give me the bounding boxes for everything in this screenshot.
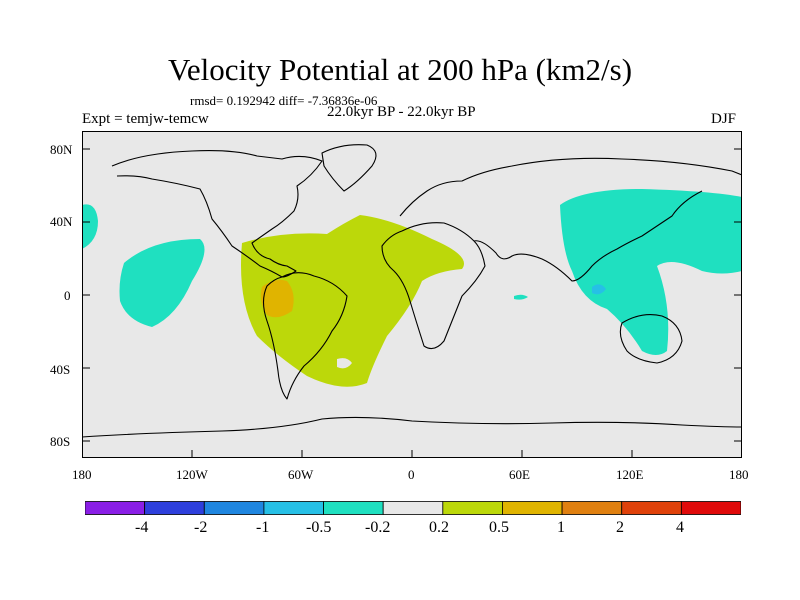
contour-hole-south-atlantic	[337, 358, 352, 369]
colorbar-label: -0.5	[306, 519, 332, 536]
colorbar-swatch	[442, 501, 503, 515]
colorbar-label: -1	[256, 519, 270, 536]
colorbar-label: 4	[676, 519, 684, 536]
coastline-greenland	[321, 144, 377, 192]
season-label: DJF	[711, 111, 737, 127]
colorbar-swatch	[323, 501, 384, 515]
colorbar-swatch	[203, 501, 265, 515]
colorbar-label: 1	[557, 519, 565, 536]
lon-label-60w: 60W	[288, 467, 314, 482]
contour-negative-west-pacific	[119, 239, 205, 327]
coastlines	[82, 144, 742, 438]
contour-positive-atlantic	[241, 215, 464, 387]
colorbar-label: 2	[616, 519, 624, 536]
contour-negative-indian-ocean	[514, 294, 528, 300]
colorbar-swatch	[144, 501, 205, 515]
period-label: 22.0kyr BP - 22.0kyr BP	[327, 104, 476, 120]
lat-label-40s: 40S	[50, 362, 71, 377]
colorbar-swatch	[680, 501, 741, 515]
colorbar-swatch	[382, 501, 444, 515]
lat-label-0: 0	[64, 288, 71, 303]
contour-moderate-negative	[592, 284, 606, 295]
colorbar	[85, 501, 741, 515]
axis-ticks	[82, 148, 742, 458]
contour-negative-east-asia	[560, 189, 742, 355]
colorbar-label: 0.5	[489, 519, 509, 536]
experiment-label: Expt = temjw-temcw	[82, 111, 209, 127]
contour-positive-amazon	[260, 279, 294, 318]
colorbar-label: -4	[135, 519, 149, 536]
lat-label-80n: 80N	[50, 142, 73, 157]
lon-label-60e: 60E	[509, 467, 530, 482]
coastline-australia	[619, 314, 683, 364]
lat-label-80s: 80S	[50, 434, 71, 449]
coastline-south-america	[262, 272, 348, 400]
colorbar-swatch	[621, 501, 682, 515]
lon-label-180w: 180	[72, 467, 92, 482]
colorbar-label: -2	[194, 519, 208, 536]
coastline-antarctica	[82, 416, 742, 438]
lon-label-0: 0	[408, 467, 415, 482]
contour-negative-west-edge	[82, 204, 98, 249]
coastline-north-america	[111, 150, 323, 278]
colorbar-swatch	[561, 501, 623, 515]
lat-label-40n: 40N	[50, 214, 73, 229]
lon-label-180e: 180	[729, 467, 749, 482]
colorbar-swatches	[85, 501, 741, 515]
colorbar-label: -0.2	[365, 519, 391, 536]
colorbar-swatch	[263, 501, 324, 515]
lon-label-120w: 120W	[176, 467, 208, 482]
lon-label-120e: 120E	[616, 467, 644, 482]
stats-line: rmsd= 0.192942 diff= -7.36836e-06	[190, 93, 378, 108]
contour-fills	[82, 189, 742, 387]
coastline-africa-eurasia	[381, 157, 742, 350]
velocity-potential-map	[82, 131, 742, 458]
colorbar-swatch	[502, 501, 563, 515]
colorbar-swatch	[85, 501, 146, 515]
map-title: Velocity Potential at 200 hPa (km2/s)	[167, 52, 633, 87]
colorbar-label: 0.2	[429, 519, 449, 536]
